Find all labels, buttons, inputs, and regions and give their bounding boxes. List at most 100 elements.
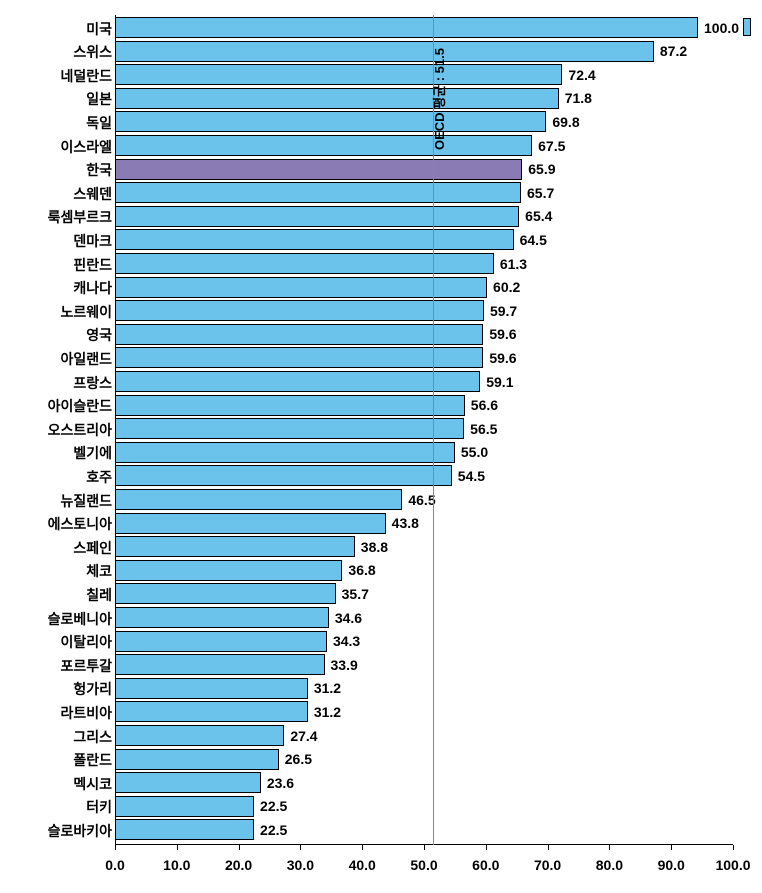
x-tick [609,845,610,850]
y-axis-label: 일본 [86,89,112,109]
y-axis-label: 에스토니아 [48,514,112,534]
bar-value-label: 71.8 [565,90,592,106]
bar [115,324,483,345]
bar [115,253,494,274]
bar-value-label: 60.2 [493,279,520,295]
x-tick-label: 50.0 [410,857,437,873]
bar [115,17,698,38]
bar [115,159,522,180]
y-axis-label: 스페인 [73,538,112,558]
bar [115,749,279,770]
bar [115,489,402,510]
bar [115,465,452,486]
y-axis-label: 네덜란드 [60,66,112,86]
x-tick [362,845,363,850]
x-tick-label: 100.0 [715,857,750,873]
y-axis-label: 노르웨이 [60,302,112,322]
y-axis-label: 라트비아 [60,703,112,723]
bar [115,654,325,675]
bar-value-label: 64.5 [520,232,547,248]
x-tick [486,845,487,850]
bar [115,772,261,793]
bar-value-label: 59.6 [489,350,516,366]
x-tick [115,845,116,850]
x-tick-label: 90.0 [658,857,685,873]
y-axis-label: 룩셈부르크 [48,207,112,227]
bar [115,536,355,557]
bar-value-label: 27.4 [290,728,317,744]
bar-value-label: 67.5 [538,138,565,154]
bar [115,135,532,156]
y-axis-label: 아일랜드 [60,349,112,369]
bar [115,41,654,62]
x-tick-label: 80.0 [596,857,623,873]
bar [115,701,308,722]
x-tick-label: 20.0 [225,857,252,873]
x-tick-label: 60.0 [472,857,499,873]
x-tick-label: 10.0 [163,857,190,873]
bar-value-label: 55.0 [461,444,488,460]
x-tick [239,845,240,850]
bar [115,725,284,746]
y-axis-label: 스위스 [73,42,112,62]
bar-value-label: 23.6 [267,775,294,791]
bar-value-label: 33.9 [331,657,358,673]
y-axis-label: 터키 [86,797,112,817]
bar [115,88,559,109]
x-tick [177,845,178,850]
bar [115,182,521,203]
bar-value-label: 65.4 [525,208,552,224]
x-tick [424,845,425,850]
bar-value-label: 54.5 [458,468,485,484]
y-axis-label: 덴마크 [73,231,112,251]
bar-value-label: 34.3 [333,633,360,649]
bar [115,111,546,132]
y-axis-label: 한국 [86,160,112,180]
bar-value-label: 31.2 [314,704,341,720]
x-tick-label: 70.0 [534,857,561,873]
y-axis-label: 슬로바키아 [48,821,112,841]
y-axis-label: 미국 [86,19,112,39]
y-axis-label: 칠레 [86,585,112,605]
x-tick [300,845,301,850]
bar [115,347,483,368]
bar [115,513,386,534]
bar [115,64,562,85]
y-axis-label: 프랑스 [73,373,112,393]
bar-value-label: 31.2 [314,680,341,696]
y-axis-label: 영국 [86,325,112,345]
x-tick [548,845,549,850]
overflow-marker [743,18,751,36]
bar-value-label: 72.4 [568,67,595,83]
y-axis-label: 폴란드 [73,750,112,770]
bar-value-label: 59.7 [490,303,517,319]
bar [115,796,254,817]
bar [115,371,480,392]
y-axis-label: 아이슬란드 [48,396,112,416]
y-axis-label: 호주 [86,467,112,487]
bar [115,560,342,581]
bar-value-label: 59.1 [486,374,513,390]
bar-value-label: 38.8 [361,539,388,555]
bar [115,631,327,652]
y-axis-label: 뉴질랜드 [60,491,112,511]
bar-value-label: 36.8 [348,562,375,578]
y-axis-label: 체코 [86,561,112,581]
bar-value-label: 22.5 [260,798,287,814]
bar-value-label: 65.9 [528,161,555,177]
y-axis-label: 그리스 [73,727,112,747]
y-axis-label: 스웨덴 [73,184,112,204]
x-tick-label: 0.0 [105,857,124,873]
bar-value-label: 22.5 [260,822,287,838]
y-axis-label: 오스트리아 [48,420,112,440]
horizontal-bar-chart: 100.087.272.471.869.867.565.965.765.464.… [10,10,752,883]
bar-value-label: 56.6 [471,397,498,413]
bar [115,395,465,416]
x-tick-label: 40.0 [349,857,376,873]
bar [115,206,519,227]
bar [115,583,336,604]
bar-value-label: 43.8 [392,515,419,531]
y-axis-label: 독일 [86,113,112,133]
bar-value-label: 61.3 [500,256,527,272]
bar-value-label: 69.8 [552,114,579,130]
